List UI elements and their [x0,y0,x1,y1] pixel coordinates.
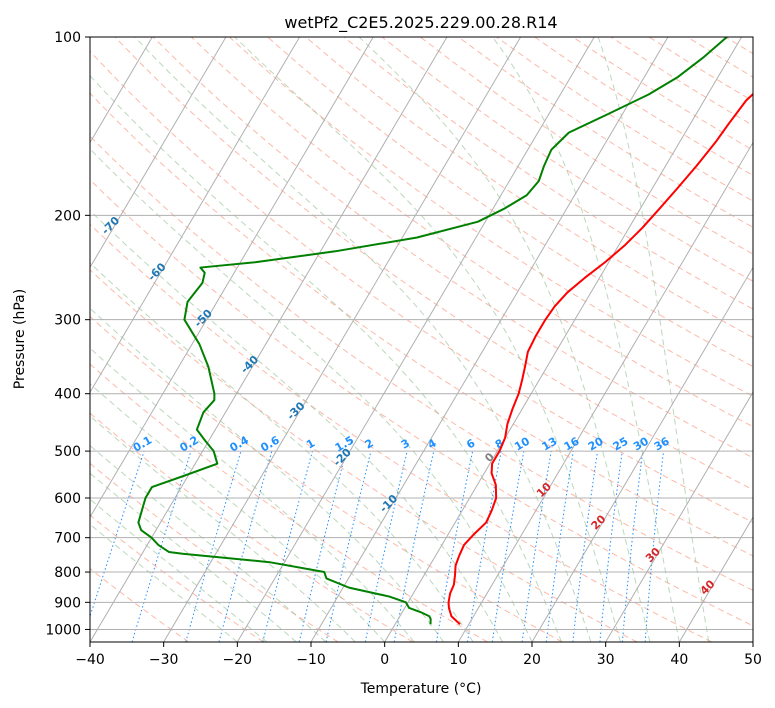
moist-adiabat-line [90,75,562,642]
y-tick-label: 300 [54,313,81,329]
moist-adiabat-line [234,37,621,642]
mixing-ratio-line [545,451,574,642]
isotherm-line [0,37,5,642]
y-tick-label: 700 [54,531,81,547]
isotherm-line [605,391,753,642]
x-tick-label: 10 [449,652,467,668]
isotherm-line [90,37,448,642]
dry-adiabat-line [90,568,190,642]
isotherm-line [531,266,753,642]
dry-adiabat-line [90,179,753,627]
temperature-line [447,92,753,625]
y-tick-label: 100 [54,30,81,46]
isotherm-line [752,641,753,642]
dry-adiabat-line [305,37,753,339]
dry-adiabat-line [90,514,264,642]
moist-adiabat-line [90,148,533,642]
mixing-ratio-line [364,450,408,642]
isotherm-line [90,37,153,144]
isotherm-line [678,516,753,642]
x-tick-label: 20 [523,652,541,668]
moist-adiabat-line [597,37,710,642]
isotherm-line [310,37,669,642]
x-tick-label: 50 [744,652,762,668]
x-tick-label: 40 [670,652,688,668]
moist-adiabat-line [90,472,297,642]
isotherm-line [384,37,743,642]
isotherm-label: -80 [53,167,76,190]
moist-adiabat-line [90,307,445,642]
y-tick-label: 900 [54,595,81,611]
moist-adiabat-line [90,347,415,642]
x-tick-label: −20 [223,652,253,668]
y-tick-label: 1000 [45,622,81,638]
plot-frame [89,36,754,643]
moist-adiabat-line [90,383,386,642]
x-tick-label: 30 [597,652,615,668]
moist-adiabat-line [492,37,680,642]
x-axis-label: Temperature (°C) [360,681,482,697]
mixing-ratio-line [521,451,552,642]
moist-adiabat-line [90,415,356,642]
dry-adiabat-line [152,37,753,459]
mixing-ratio-line [298,450,347,642]
isotherm-line [163,37,522,642]
mixing-ratio-line [131,450,192,642]
isotherm-label: -90 [6,121,29,144]
dewpoint-line [137,37,728,625]
mixing-ratio-line [599,451,623,642]
mixing-ratio-line [572,451,599,642]
moist-adiabat-line [134,37,592,642]
mixing-ratio-line [644,451,665,642]
dry-adiabat-line [90,412,414,642]
plot-background [90,37,753,642]
y-tick-label: 800 [54,565,81,581]
x-tick-label: 0 [380,652,389,668]
y-axis-label: Pressure (hPa) [12,289,28,389]
dry-adiabat-line [90,50,753,523]
mixing-ratio-line [325,450,372,642]
moist-adiabat-line [90,444,327,642]
y-tick-label: 500 [54,444,81,460]
mixing-ratio-line [621,451,644,642]
mixing-ratio-line [185,450,242,642]
x-tick-label: −40 [75,652,105,668]
dry-adiabat-line [114,37,753,491]
y-tick-label: 600 [54,491,81,507]
isotherm-line [90,37,374,519]
chart-title: wetPf2_C2E5.2025.229.00.28.R14 [284,13,557,33]
isotherm-line [90,37,227,269]
isotherm-line [236,37,595,642]
isotherm-line [90,37,301,394]
dry-adiabat-line [267,37,753,368]
x-tick-label: −30 [149,652,179,668]
x-tick-label: −10 [296,652,326,668]
dry-adiabat-line [90,363,488,642]
mixing-ratio-line [218,450,273,642]
isotherm-line [457,141,753,642]
y-tick-label: 200 [54,208,81,224]
y-tick-label: 400 [54,387,81,403]
dry-adiabat-line [90,223,712,642]
moist-adiabat-line [358,37,651,642]
moist-adiabat-line [90,262,474,642]
